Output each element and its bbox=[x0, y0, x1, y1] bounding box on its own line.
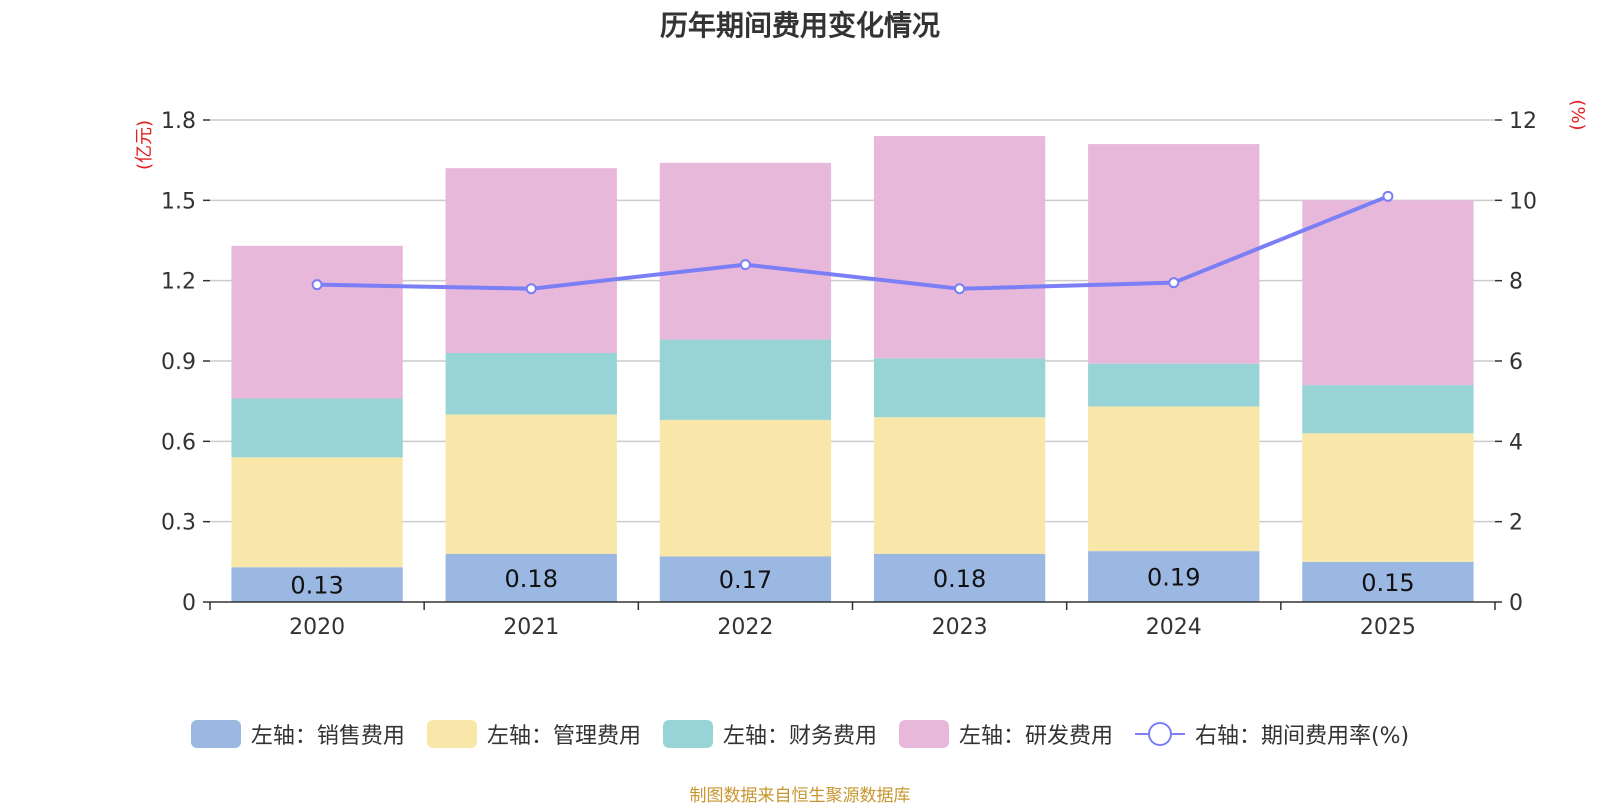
right-axis-tick-label: 10 bbox=[1509, 189, 1537, 214]
expense-rate-point bbox=[311, 279, 323, 291]
expense-rate-point bbox=[525, 283, 537, 295]
left-axis-tick-label: 1.8 bbox=[161, 109, 196, 134]
right-axis-unit-label: (%) bbox=[1567, 99, 1588, 130]
legend-label-sales: 左轴：销售费用 bbox=[250, 724, 405, 749]
bar-sales-2021 bbox=[445, 553, 617, 602]
bar-rnd-2024 bbox=[1088, 144, 1260, 364]
bar-sales-2023 bbox=[873, 553, 1046, 602]
left-axis-tick-label: 1.5 bbox=[161, 189, 196, 214]
legend-swatch-sales bbox=[190, 720, 241, 748]
bar-finance-2022 bbox=[659, 339, 832, 420]
legend-label-rnd: 左轴：研发费用 bbox=[958, 724, 1113, 749]
expense-rate-point bbox=[954, 283, 966, 295]
bar-data-label: 0.13 bbox=[290, 572, 343, 600]
legend-label-finance: 左轴：财务费用 bbox=[722, 724, 877, 749]
bar-admin-2023 bbox=[873, 417, 1046, 554]
bar-sales-2024 bbox=[1088, 551, 1260, 602]
left-axis-tick-label: 0.3 bbox=[161, 511, 196, 536]
legend-item-finance[interactable]: 左轴：财务费用 bbox=[662, 718, 877, 750]
chart-plot: 0 0.3 0.6 0.9 1.2 1.5 1.8 0 2 4 6 8 10 12 (亿元) (%) 0.13 0… bbox=[134, 99, 1588, 640]
x-axis-tick-label: 2024 bbox=[1146, 615, 1202, 640]
bar-finance-2024 bbox=[1088, 363, 1260, 407]
bar-sales-2020 bbox=[231, 567, 403, 602]
right-axis-tick-label: 2 bbox=[1509, 511, 1523, 536]
data-source-note: 制图数据来自恒生聚源数据库 bbox=[689, 786, 911, 806]
left-axis-tick-label: 0.9 bbox=[161, 350, 196, 375]
bar-admin-2020 bbox=[231, 457, 403, 568]
legend-label-admin: 左轴：管理费用 bbox=[486, 724, 641, 749]
legend-item-sales[interactable]: 左轴：销售费用 bbox=[190, 718, 405, 750]
bar-data-label: 0.19 bbox=[1147, 564, 1200, 592]
right-axis-tick-label: 6 bbox=[1509, 350, 1523, 375]
x-axis-tick-label: 2025 bbox=[1360, 615, 1416, 640]
bar-admin-2025 bbox=[1302, 433, 1474, 562]
legend-swatch-finance bbox=[662, 720, 713, 748]
bar-rnd-2025 bbox=[1302, 200, 1474, 386]
x-axis-tick-label: 2021 bbox=[503, 615, 559, 640]
bar-rnd-2021 bbox=[445, 168, 617, 353]
bar-admin-2024 bbox=[1088, 406, 1260, 552]
bar-data-label: 0.17 bbox=[719, 566, 772, 594]
bar-rnd-2023 bbox=[873, 136, 1046, 359]
legend-item-rnd[interactable]: 左轴：研发费用 bbox=[898, 718, 1113, 750]
legend-swatch-rnd bbox=[898, 720, 949, 748]
right-axis-tick-label: 8 bbox=[1509, 270, 1523, 295]
bar-finance-2020 bbox=[231, 398, 403, 458]
legend-label-expense-rate: 右轴：期间费用率(%) bbox=[1194, 724, 1410, 749]
expense-rate-point bbox=[1382, 190, 1394, 202]
bar-sales-2025 bbox=[1302, 561, 1474, 602]
x-axis-tick-label: 2020 bbox=[289, 615, 345, 640]
bar-data-label: 0.15 bbox=[1361, 569, 1414, 597]
bar-admin-2021 bbox=[445, 414, 617, 554]
right-axis-tick-label: 12 bbox=[1509, 109, 1537, 134]
bar-rnd-2020 bbox=[231, 245, 403, 399]
bar-data-label: 0.18 bbox=[933, 565, 986, 593]
bar-data-label: 0.18 bbox=[505, 565, 558, 593]
x-axis-tick-label: 2023 bbox=[932, 615, 988, 640]
right-axis-tick-label: 4 bbox=[1509, 430, 1523, 455]
bar-finance-2021 bbox=[445, 352, 617, 415]
bar-rnd-2022 bbox=[659, 162, 832, 340]
chart-legend: 左轴：销售费用 左轴：管理费用 左轴：财务费用 左轴：研发费用 右轴：期间费用率… bbox=[0, 718, 1600, 750]
legend-item-expense-rate[interactable]: 右轴：期间费用率(%) bbox=[1134, 718, 1410, 750]
legend-item-admin[interactable]: 左轴：管理费用 bbox=[426, 718, 641, 750]
legend-swatch-admin bbox=[426, 720, 477, 748]
left-axis-unit-label: (亿元) bbox=[134, 120, 155, 170]
left-axis-tick-label: 1.2 bbox=[161, 270, 196, 295]
bar-sales-2022 bbox=[659, 556, 832, 602]
chart-title: 历年期间费用变化情况 bbox=[659, 9, 940, 42]
bar-finance-2025 bbox=[1302, 385, 1474, 434]
bar-admin-2022 bbox=[659, 419, 832, 557]
expense-rate-line bbox=[317, 194, 1389, 291]
left-axis-tick-label: 0 bbox=[182, 591, 196, 616]
expense-rate-point bbox=[739, 259, 751, 271]
legend-line-marker-icon bbox=[1134, 720, 1185, 748]
left-axis-tick-label: 0.6 bbox=[161, 430, 196, 455]
expense-rate-point bbox=[1168, 277, 1180, 289]
x-axis-tick-label: 2022 bbox=[717, 615, 773, 640]
bar-finance-2023 bbox=[873, 358, 1046, 418]
right-axis-tick-label: 0 bbox=[1509, 591, 1523, 616]
